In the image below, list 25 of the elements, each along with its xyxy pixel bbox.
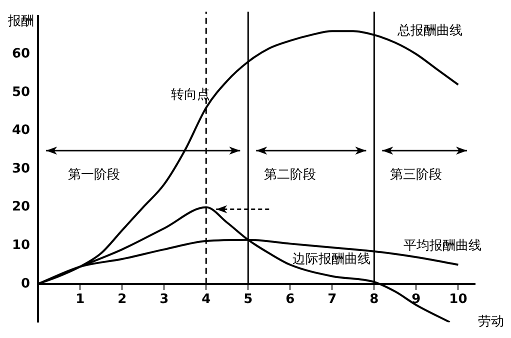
y-tick-label: 20	[12, 200, 30, 215]
x-tick-label: 1	[76, 292, 85, 308]
x-axis-title: 劳动	[478, 314, 504, 330]
y-tick-label: 0	[21, 276, 30, 292]
x-tick-label: 4	[202, 292, 211, 308]
y-tick-label: 40	[12, 123, 30, 138]
annotation: 第二阶段	[264, 168, 316, 183]
y-tick-label: 10	[12, 238, 30, 253]
x-tick-label: 8	[370, 292, 379, 308]
series-label: 总报酬曲线	[396, 23, 462, 38]
annotation: 第一阶段	[68, 168, 120, 183]
y-tick-label: 30	[12, 161, 30, 176]
series-label: 边际报酬曲线	[292, 252, 370, 267]
x-tick-label: 9	[412, 292, 421, 308]
y-axis-title: 报酬	[7, 14, 34, 30]
x-tick-label: 5	[244, 292, 253, 308]
x-tick-label: 6	[286, 292, 295, 308]
x-tick-label: 3	[160, 292, 169, 308]
y-tick-label: 60	[12, 46, 30, 62]
x-tick-label: 7	[328, 292, 337, 308]
y-tick-label: 50	[12, 84, 30, 100]
series-label: 平均报酬曲线	[404, 238, 482, 254]
x-tick-label: 2	[118, 292, 127, 308]
annotation: 第三阶段	[390, 168, 442, 183]
x-tick-label: 10	[449, 292, 468, 308]
